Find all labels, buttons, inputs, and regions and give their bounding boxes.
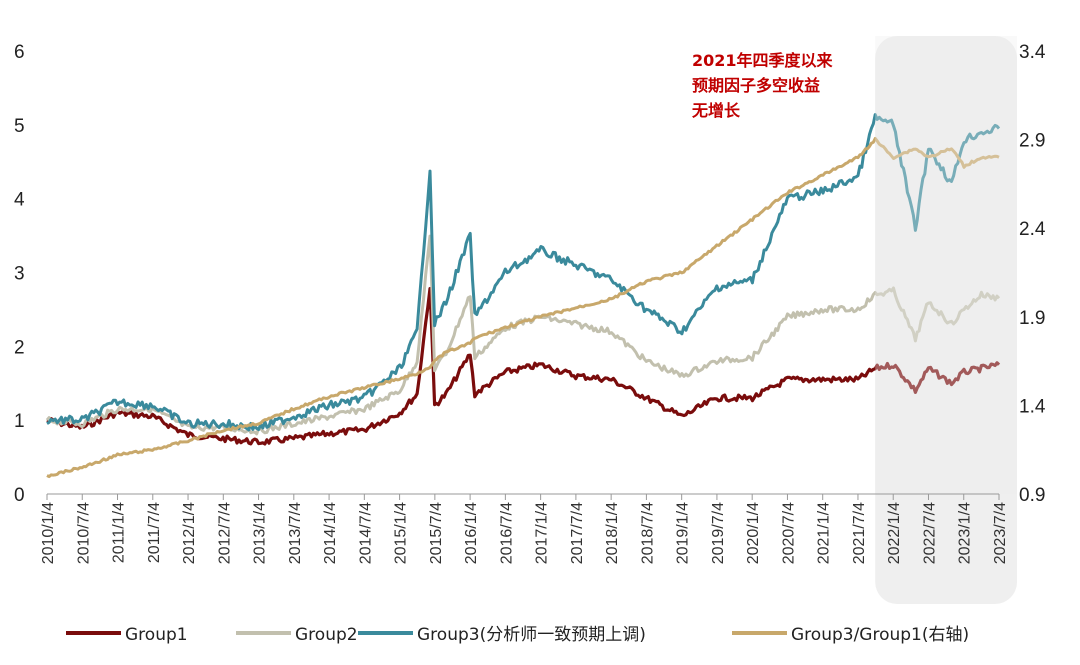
x-tick-label: 2016/7/4 bbox=[498, 502, 515, 564]
y-left-tick-label: 3 bbox=[14, 264, 25, 285]
y-right-tick-label: 1.9 bbox=[1019, 308, 1045, 329]
x-tick-label: 2023/1/4 bbox=[957, 502, 974, 564]
series-layer bbox=[45, 36, 1017, 494]
x-tick-label: 2017/1/4 bbox=[534, 502, 551, 564]
y-left-tick-label: 0 bbox=[14, 485, 25, 506]
legend-label: Group2 bbox=[295, 625, 358, 645]
x-tick-label: 2011/7/4 bbox=[146, 502, 163, 563]
y-axis-left-ticks: 0 1 2 3 4 5 6 bbox=[14, 42, 25, 506]
x-tick-label: 2012/1/4 bbox=[181, 502, 198, 564]
x-tick-label: 2022/7/4 bbox=[921, 502, 938, 564]
y-left-tick-label: 2 bbox=[14, 337, 25, 358]
x-tick-label: 2020/7/4 bbox=[780, 502, 797, 564]
legend-label: Group3/Group1(右轴) bbox=[791, 625, 969, 645]
x-tick-label: 2017/7/4 bbox=[569, 502, 586, 564]
x-tick-label: 2011/1/4 bbox=[111, 502, 128, 563]
y-right-tick-label: 2.4 bbox=[1019, 219, 1046, 240]
x-tick-label: 2015/1/4 bbox=[393, 502, 410, 564]
y-right-tick-label: 3.4 bbox=[1019, 42, 1046, 63]
x-tick-label: 2022/1/4 bbox=[886, 502, 903, 564]
x-tick-label: 2016/1/4 bbox=[463, 502, 480, 564]
y-right-tick-label: 1.4 bbox=[1019, 396, 1046, 417]
series-line-2 bbox=[45, 234, 1001, 436]
x-tick-label: 2013/1/4 bbox=[252, 502, 269, 564]
x-tick-label: 2014/1/4 bbox=[322, 502, 339, 564]
x-tick-label: 2019/1/4 bbox=[675, 502, 692, 564]
x-axis-ticks: 2010/1/4 2010/7/4 2011/1/4 2011/7/4 2012/1/4… bbox=[40, 494, 1009, 564]
y-left-tick-label: 5 bbox=[14, 116, 25, 137]
x-tick-label: 2013/7/4 bbox=[287, 502, 304, 564]
series-line-3 bbox=[46, 113, 1001, 432]
annotation-line: 2021年四季度以来 bbox=[692, 51, 834, 70]
x-tick-label: 2021/7/4 bbox=[851, 502, 868, 564]
series-line-4 bbox=[46, 137, 1000, 479]
legend-label: Group3(分析师一致预期上调) bbox=[417, 625, 646, 645]
x-tick-label: 2020/1/4 bbox=[745, 502, 762, 564]
x-tick-label: 2014/7/4 bbox=[357, 502, 374, 564]
legend-label: Group1 bbox=[125, 625, 188, 645]
x-tick-label: 2018/1/4 bbox=[604, 502, 621, 564]
highlight-fade bbox=[875, 36, 1017, 494]
y-axis-right-ticks: 0.9 1.4 1.9 2.4 2.9 3.4 bbox=[1019, 42, 1046, 506]
x-tick-label: 2018/7/4 bbox=[639, 502, 656, 564]
y-right-tick-label: 0.9 bbox=[1019, 485, 1045, 506]
x-tick-label: 2021/1/4 bbox=[816, 502, 833, 564]
x-tick-label: 2010/7/4 bbox=[75, 502, 92, 564]
x-tick-label: 2012/7/4 bbox=[216, 502, 233, 564]
annotation-line: 预期因子多空收益 bbox=[692, 76, 820, 95]
y-left-tick-label: 6 bbox=[14, 42, 25, 63]
y-left-tick-label: 4 bbox=[14, 190, 25, 211]
x-tick-label: 2010/1/4 bbox=[40, 502, 57, 564]
legend: Group1 Group2 Group3(分析师一致预期上调) Group3/Grou… bbox=[66, 625, 969, 645]
y-left-tick-label: 1 bbox=[14, 411, 25, 432]
x-tick-label: 2019/7/4 bbox=[710, 502, 727, 564]
x-tick-label: 2023/7/4 bbox=[992, 502, 1009, 564]
x-tick-label: 2015/7/4 bbox=[428, 502, 445, 564]
annotation-line: 无增长 bbox=[691, 101, 741, 120]
y-right-tick-label: 2.9 bbox=[1019, 131, 1045, 152]
